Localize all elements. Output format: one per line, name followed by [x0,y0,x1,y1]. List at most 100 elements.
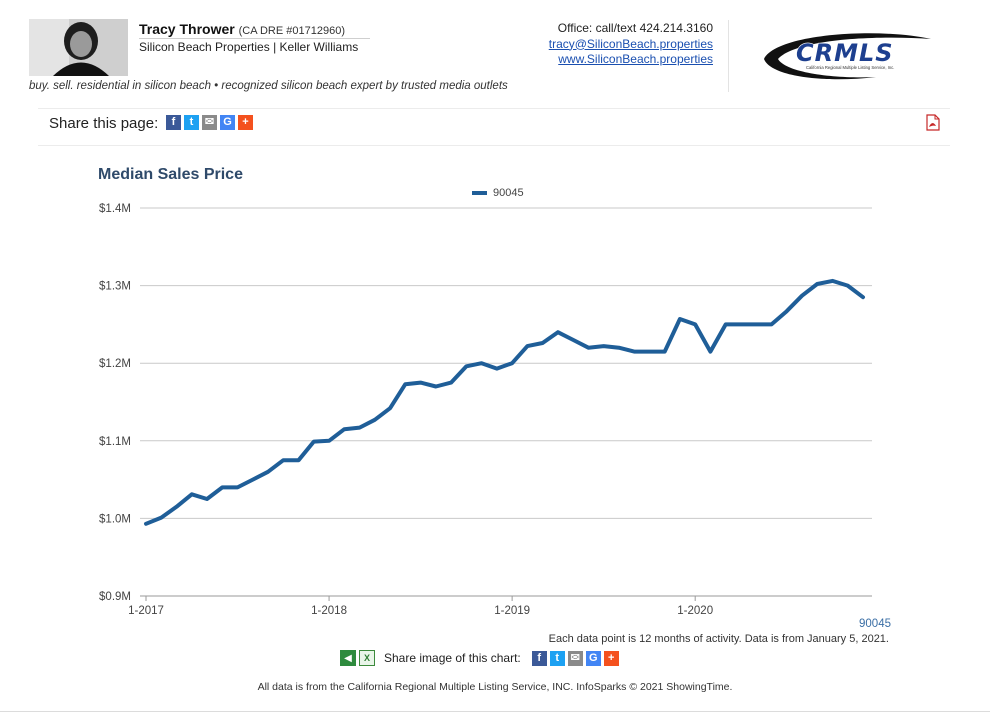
data-point[interactable] [677,316,683,322]
google-icon[interactable]: G [220,115,235,130]
twitter-icon[interactable]: t [184,115,199,130]
data-point[interactable] [235,484,241,490]
data-point[interactable] [402,381,408,387]
chart-twitter-icon[interactable]: t [549,650,565,666]
data-point[interactable] [189,491,195,497]
y-tick-label: $1.0M [99,513,131,525]
facebook-icon[interactable]: f [166,115,181,130]
pdf-icon[interactable] [924,114,941,131]
chart-legend[interactable]: 90045 [472,187,524,199]
data-point[interactable] [829,278,835,284]
share-page-label: Share this page: [49,115,159,132]
data-point[interactable] [479,360,485,366]
crmls-logo-subtext: California Regional Multiple Listing Ser… [806,65,894,70]
data-point[interactable] [448,380,454,386]
data-point[interactable] [509,360,515,366]
data-point[interactable] [494,366,500,372]
website-link[interactable]: www.SiliconBeach.properties [558,52,713,66]
crmls-logo: CRMLS California Regional Multiple Listi… [764,33,931,80]
data-point[interactable] [723,321,729,327]
data-point[interactable] [768,321,774,327]
agent-tagline: buy. sell. residential in silicon beach … [29,80,508,92]
data-point[interactable] [555,329,561,335]
share-chart-bar: ◀ X Share image of this chart: f t ✉ G + [340,650,619,666]
chart-series [143,278,866,527]
data-point[interactable] [585,345,591,351]
agent-name-line: Tracy Thrower (CA DRE #01712960) [139,21,345,37]
data-point[interactable] [357,425,363,431]
chart-google-icon[interactable]: G [585,650,601,666]
data-point[interactable] [662,349,668,355]
data-point[interactable] [463,363,469,369]
more-share-icon[interactable]: + [238,115,253,130]
data-point[interactable] [601,343,607,349]
office-phone: Office: call/text 424.214.3160 [557,21,713,35]
data-point[interactable] [158,515,164,521]
agent-divider [139,38,370,39]
data-point[interactable] [753,321,759,327]
y-tick-label: $1.2M [99,358,131,370]
footer-divider [0,711,990,712]
x-tick-label: 1-2019 [494,605,530,617]
y-tick-label: $0.9M [99,591,131,603]
x-axis-series-label: 90045 [859,618,891,630]
chart-x-axis: 1-2017 1-2018 1-2019 1-2020 [128,596,713,617]
data-point[interactable] [433,383,439,389]
data-point[interactable] [280,457,286,463]
data-point[interactable] [219,484,225,490]
header-divider [728,20,729,92]
data-point[interactable] [341,426,347,432]
crmls-logo-text: CRMLS [796,39,894,67]
data-point[interactable] [143,521,149,527]
series-line-90045[interactable] [144,278,865,526]
y-tick-label: $1.3M [99,281,131,293]
data-point[interactable] [311,439,317,445]
data-point[interactable] [570,337,576,343]
chart-y-axis: $0.9M $1.0M $1.1M $1.2M $1.3M $1.4M [99,203,131,603]
chart-facebook-icon[interactable]: f [531,650,547,666]
data-point[interactable] [616,345,622,351]
share-chart-icon[interactable]: ◀ [340,650,356,666]
data-point[interactable] [265,469,271,475]
data-point[interactable] [631,349,637,355]
data-point[interactable] [845,283,851,289]
data-point[interactable] [814,281,820,287]
data-point[interactable] [387,405,393,411]
chart-email-icon[interactable]: ✉ [567,650,583,666]
data-point[interactable] [540,340,546,346]
data-point[interactable] [784,308,790,314]
chart-more-share-icon[interactable]: + [603,650,619,666]
data-point[interactable] [707,349,713,355]
divider-bottom [38,145,950,146]
agent-photo-image [29,19,128,76]
data-point[interactable] [524,343,530,349]
data-point[interactable] [250,477,256,483]
footer-credit: All data is from the California Regional… [257,681,733,693]
excel-export-icon[interactable]: X [359,650,375,666]
data-point[interactable] [692,321,698,327]
x-tick-label: 1-2017 [128,605,164,617]
divider-top [38,108,950,109]
chart-note: Each data point is 12 months of activity… [548,633,889,645]
data-point[interactable] [174,504,180,510]
agent-company: Silicon Beach Properties | Keller Willia… [139,40,359,54]
data-point[interactable] [296,457,302,463]
data-point[interactable] [646,349,652,355]
data-point[interactable] [326,438,332,444]
data-point[interactable] [799,293,805,299]
x-tick-label: 1-2020 [677,605,713,617]
data-point[interactable] [860,294,866,300]
agent-dre-number: (CA DRE #01712960) [238,25,345,37]
contact-block: Office: call/text 424.214.3160 tracy@Sil… [549,21,713,68]
data-point[interactable] [418,380,424,386]
email-link[interactable]: tracy@SiliconBeach.properties [548,36,713,51]
y-tick-label: $1.4M [99,203,131,215]
email-icon[interactable]: ✉ [202,115,217,130]
share-chart-label: Share image of this chart: [384,651,521,665]
share-page-icons: f t ✉ G + [166,115,253,130]
data-point[interactable] [372,417,378,423]
data-point[interactable] [738,321,744,327]
data-point[interactable] [204,496,210,502]
legend-label: 90045 [493,187,524,199]
